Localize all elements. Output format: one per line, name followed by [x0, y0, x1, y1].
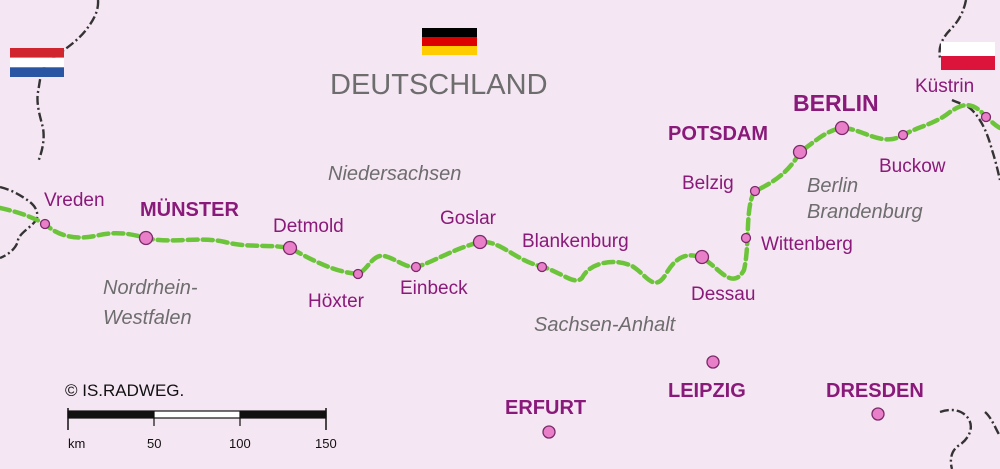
marker-wittenberg	[740, 232, 752, 244]
border-south-east-2	[984, 411, 1000, 437]
city-markers	[39, 111, 992, 439]
label-buckow: Buckow	[879, 156, 946, 177]
label-potsdam: POTSDAM	[668, 123, 768, 145]
label-kuestrin: Küstrin	[915, 76, 974, 97]
border-south-east	[939, 408, 972, 469]
marker-belzig	[749, 185, 761, 197]
marker-dresden	[871, 407, 885, 421]
marker-detmold	[282, 240, 298, 256]
netherlands-flag	[10, 48, 64, 77]
region-nrw-line2: Westfalen	[103, 307, 192, 329]
marker-vreden	[39, 218, 51, 230]
label-goslar: Goslar	[440, 208, 497, 229]
label-leipzig: LEIPZIG	[668, 380, 746, 402]
label-dessau: Dessau	[691, 284, 755, 305]
marker-erfurt	[542, 425, 556, 439]
label-muenster: MÜNSTER	[140, 198, 239, 221]
marker-einbeck	[410, 261, 422, 273]
region-berlin-line2: Brandenburg	[807, 201, 923, 223]
region-nrw-line1: Nordrhein-	[103, 277, 198, 299]
marker-blankenburg	[536, 261, 548, 273]
scale-tick-50: 50	[147, 436, 161, 451]
marker-muenster	[138, 230, 154, 246]
germany-flag	[422, 28, 477, 55]
label-erfurt: ERFURT	[505, 397, 586, 419]
marker-buckow	[897, 129, 909, 141]
region-niedersachsen: Niedersachsen	[328, 163, 461, 185]
marker-hoexter	[352, 268, 364, 280]
region-sachsen-anhalt: Sachsen-Anhalt	[534, 314, 677, 336]
scale-unit: km	[68, 436, 85, 451]
region-berlin-line1: Berlin	[807, 175, 858, 197]
scale-bar: km 50 100 150	[67, 408, 337, 451]
label-blankenburg: Blankenburg	[522, 231, 629, 252]
country-label: DEUTSCHLAND	[330, 69, 548, 101]
marker-goslar	[472, 234, 488, 250]
border-north-west	[36, 0, 100, 163]
poland-flag	[941, 42, 995, 70]
marker-leipzig	[706, 355, 720, 369]
border-east	[951, 98, 1000, 181]
label-wittenberg: Wittenberg	[761, 234, 853, 255]
marker-kuestrin	[980, 111, 992, 123]
label-dresden: DRESDEN	[826, 380, 924, 402]
label-berlin: BERLIN	[793, 90, 879, 116]
copyright-text: © IS.RADWEG.	[65, 381, 184, 400]
marker-berlin	[834, 120, 850, 136]
scale-tick-100: 100	[229, 436, 251, 451]
marker-potsdam	[792, 144, 808, 160]
border-west	[0, 185, 39, 260]
label-vreden: Vreden	[44, 190, 105, 211]
label-einbeck: Einbeck	[400, 278, 468, 299]
scale-tick-150: 150	[315, 436, 337, 451]
border-north-east	[938, 0, 968, 59]
marker-dessau	[694, 249, 710, 265]
label-belzig: Belzig	[682, 173, 734, 194]
label-hoexter: Höxter	[308, 291, 365, 312]
label-detmold: Detmold	[273, 216, 344, 237]
cycle-route	[0, 102, 1000, 285]
